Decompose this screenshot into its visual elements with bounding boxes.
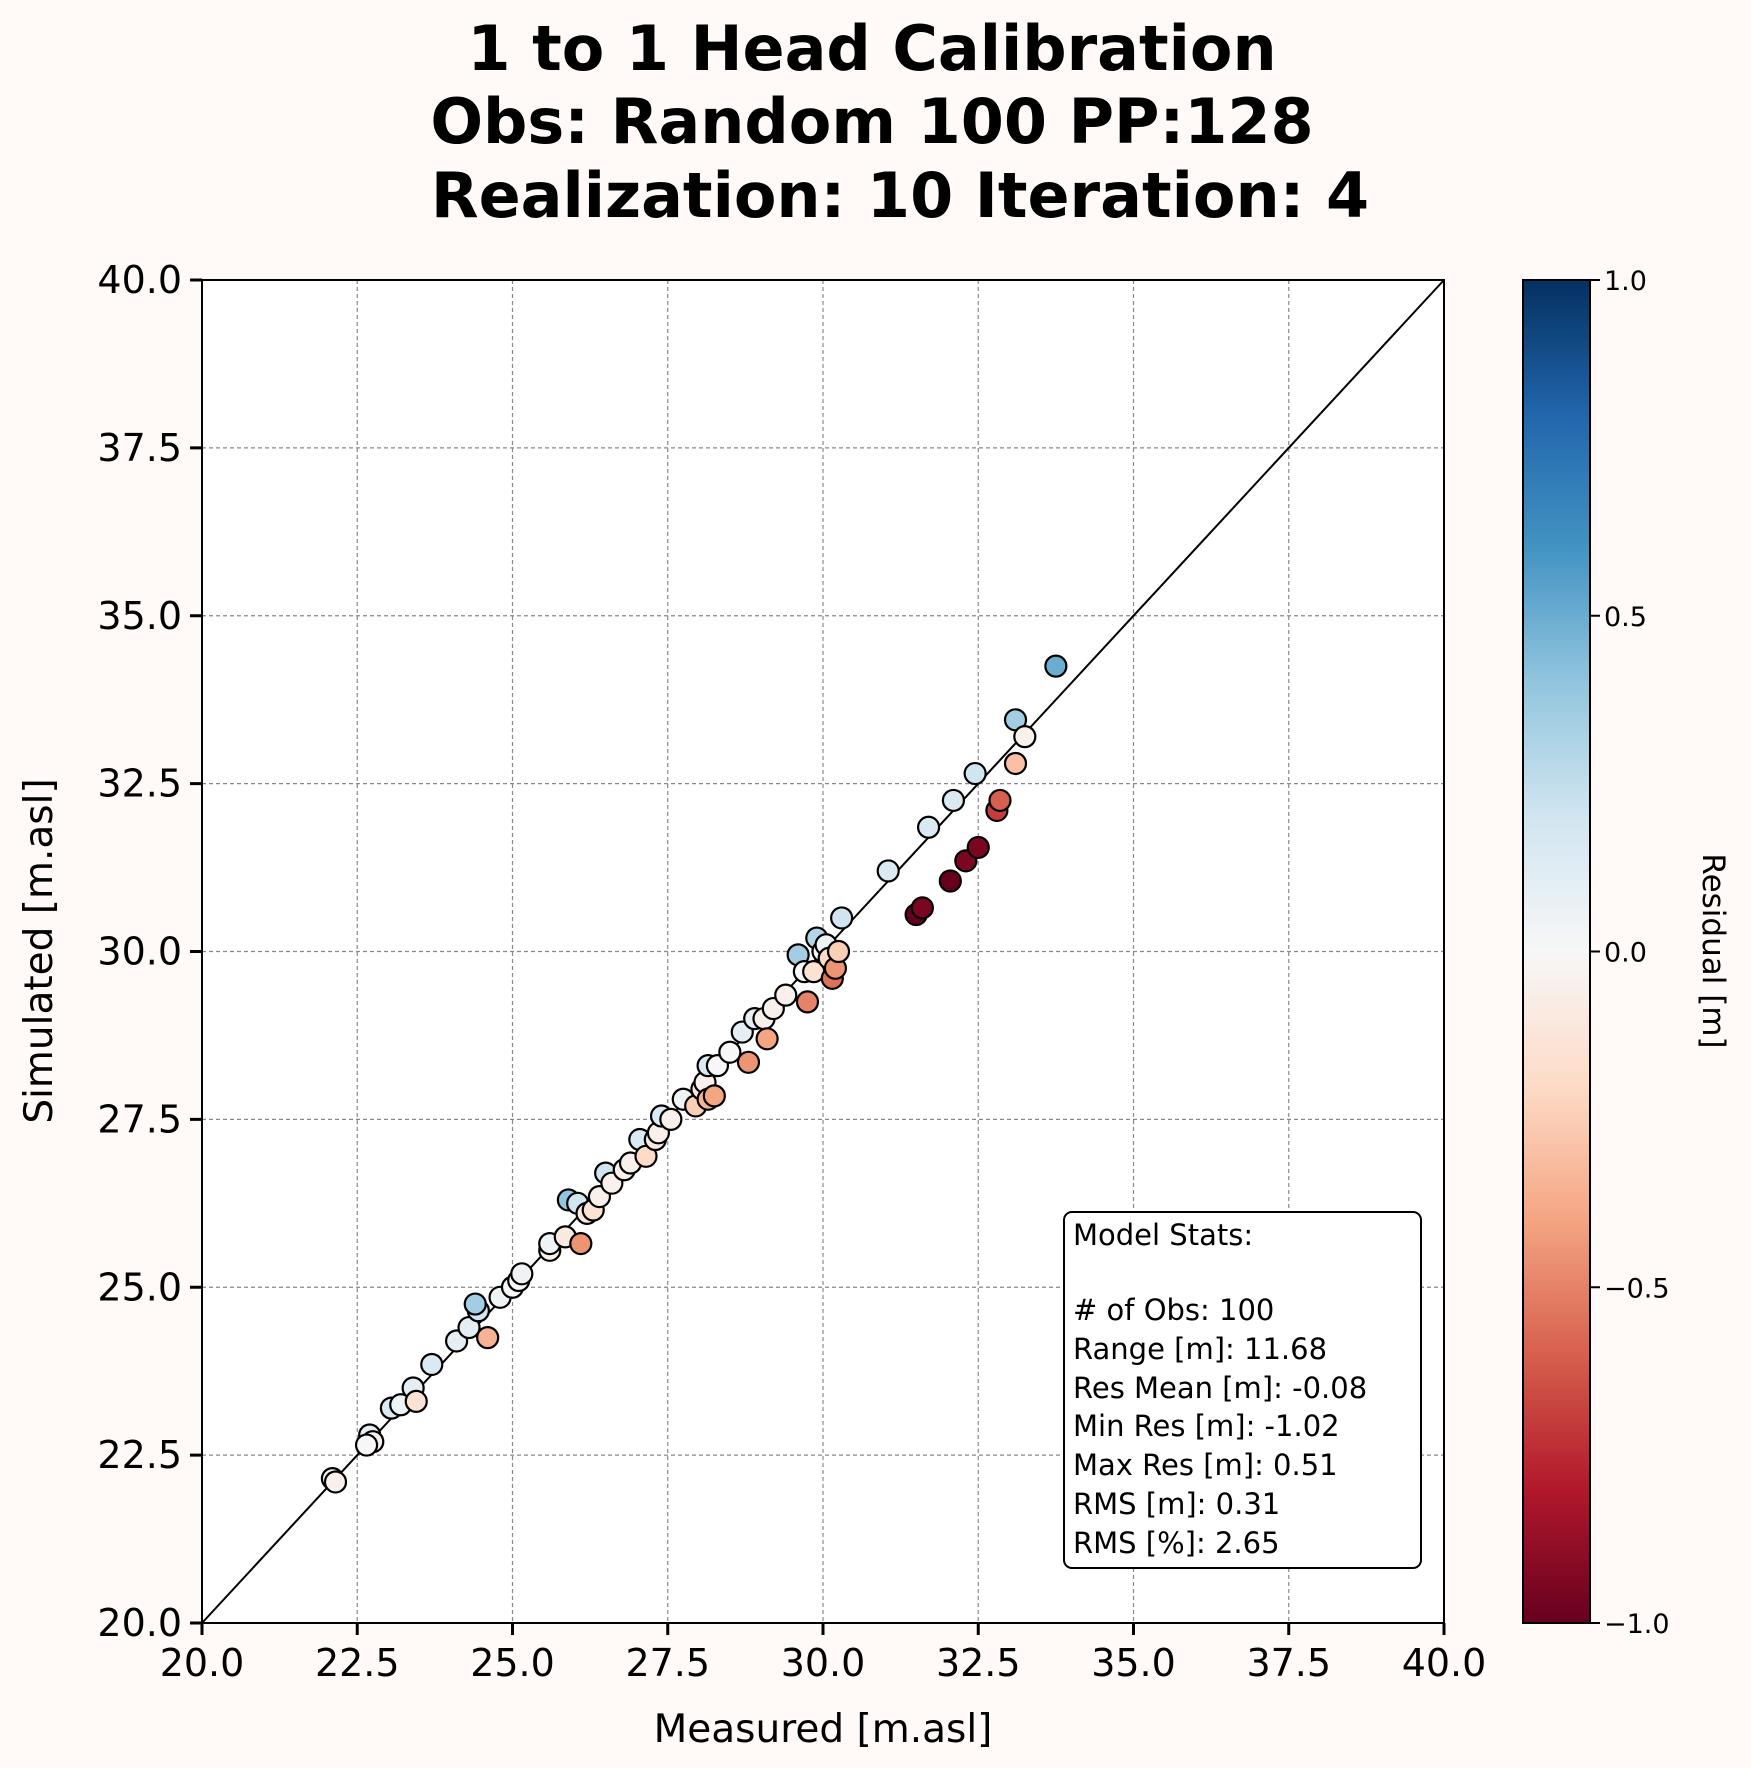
colorbar-ticks: 1.0 0.5 0.0 −0.5 −1.0 [1590, 266, 1670, 1640]
x-tick-label: 22.5 [315, 1641, 400, 1685]
y-tick-label: 20.0 [97, 1601, 182, 1645]
data-point [569, 1232, 593, 1256]
data-point [941, 788, 966, 813]
x-tick-label: 40.0 [1402, 1641, 1487, 1685]
chart-title-line-1: 1 to 1 Head Calibration [467, 12, 1276, 85]
colorbar [1522, 279, 1591, 1624]
data-point [420, 1352, 444, 1377]
data-point [1013, 725, 1037, 749]
data-point [323, 1470, 348, 1494]
data-point [736, 1050, 761, 1074]
chart-title-line-2: Obs: Random 100 PP:128 [430, 85, 1313, 158]
colorbar-label: Residual [m] [1695, 853, 1731, 1048]
data-point [795, 990, 820, 1014]
y-tick-label: 35.0 [97, 594, 182, 638]
grid-lines [202, 280, 1444, 1623]
x-axis-label: Measured [m.asl] [654, 1707, 993, 1752]
data-point [702, 1084, 726, 1108]
data-point [830, 906, 854, 930]
x-tick-label: 30.0 [781, 1641, 866, 1685]
data-point [916, 815, 941, 839]
data-point [404, 1389, 428, 1414]
y-tick-label: 32.5 [97, 762, 182, 806]
data-point [966, 835, 990, 860]
colorbar-tick-label: −0.5 [1604, 1273, 1670, 1304]
y-axis-label: Simulated [m.asl] [17, 778, 62, 1123]
colorbar-tick-label: 1.0 [1604, 266, 1647, 297]
data-point [476, 1326, 500, 1350]
x-tick-label: 32.5 [936, 1641, 1021, 1685]
data-points [320, 654, 1068, 1494]
model-stats-frame [1063, 1211, 1422, 1569]
model-stats-line: RMS [%]: 2.65 [1073, 1526, 1280, 1560]
model-stats-line: Min Res [m]: -1.02 [1073, 1409, 1340, 1443]
model-stats-header: Model Stats: [1073, 1218, 1253, 1252]
data-point [774, 983, 798, 1007]
y-tick-label: 22.5 [97, 1433, 182, 1477]
x-axis-ticks: 20.0 22.5 25.0 27.5 30.0 32.5 35.0 37.5 40.0 [160, 1623, 1487, 1685]
data-point [938, 869, 962, 893]
x-tick-label: 35.0 [1091, 1641, 1176, 1685]
chart-title-line-3: Realization: 10 Iteration: 4 [431, 159, 1369, 232]
model-stats-line: # of Obs: 100 [1073, 1293, 1274, 1327]
model-stats-line: Res Mean [m]: -0.08 [1073, 1371, 1367, 1405]
data-point [510, 1262, 534, 1286]
data-point [1003, 751, 1028, 776]
y-tick-label: 37.5 [97, 426, 182, 470]
y-tick-label: 25.0 [97, 1265, 182, 1309]
data-point [910, 896, 934, 920]
x-tick-label: 37.5 [1246, 1641, 1331, 1685]
colorbar-tick-label: 0.5 [1604, 602, 1647, 633]
data-point [988, 788, 1012, 813]
data-point [963, 761, 987, 786]
data-point [354, 1433, 379, 1457]
model-stats-line: RMS [m]: 0.31 [1073, 1487, 1280, 1521]
data-point [718, 1040, 742, 1064]
colorbar-tick-label: −1.0 [1604, 1609, 1670, 1640]
y-tick-label: 30.0 [97, 930, 182, 974]
model-stats-line: Range [m]: 11.68 [1073, 1332, 1327, 1366]
x-tick-label: 25.0 [470, 1641, 555, 1685]
data-point [463, 1292, 487, 1316]
model-stats-box: Model Stats: # of Obs: 100 Range [m]: 11… [1063, 1211, 1422, 1569]
y-tick-label: 27.5 [97, 1097, 182, 1141]
data-point [1044, 654, 1068, 678]
y-tick-label: 40.0 [97, 258, 182, 302]
y-axis-ticks: 20.0 22.5 25.0 27.5 30.0 32.5 35.0 37.5 40.0 [97, 258, 202, 1645]
x-tick-label: 20.0 [160, 1641, 245, 1685]
model-stats-line: Max Res [m]: 0.51 [1073, 1448, 1338, 1482]
data-point [755, 1027, 779, 1051]
data-point [876, 859, 900, 883]
x-tick-label: 27.5 [625, 1641, 710, 1685]
data-point [659, 1107, 683, 1131]
data-point [826, 939, 851, 964]
colorbar-tick-label: 0.0 [1604, 938, 1647, 969]
